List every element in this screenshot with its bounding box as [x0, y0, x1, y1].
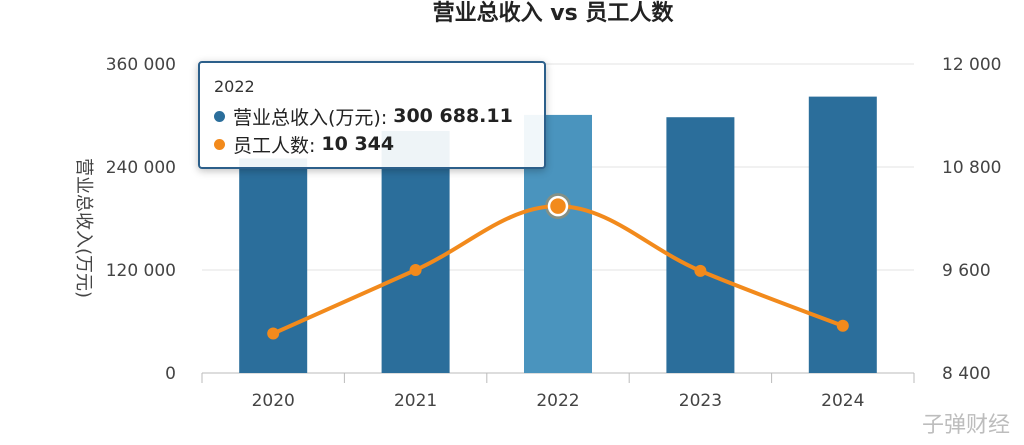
bar — [239, 158, 308, 373]
y-tick-left: 240 000 — [106, 158, 176, 178]
y-axis-label-left: 营业总收入(万元) — [73, 158, 94, 298]
x-tick-label: 2021 — [394, 391, 437, 411]
y-tick-right: 10 800 — [942, 158, 1001, 178]
line-point — [694, 264, 707, 277]
watermark: 子弹财经 — [921, 413, 1010, 438]
tooltip-value-revenue: 300 688.11 — [393, 105, 513, 127]
y-tick-right: 9 600 — [942, 261, 991, 281]
x-tick-label: 2023 — [679, 391, 722, 411]
tooltip: 2022 营业总收入(万元): 300 688.11 员工人数: 10 344 — [198, 61, 546, 169]
tooltip-value-employees: 10 344 — [321, 133, 395, 155]
bar — [381, 130, 450, 373]
y-tick-left: 360 000 — [106, 55, 176, 75]
tick-labels: 0 8 400 120 000 9 600 240 000 10 800 360 000 12… — [106, 55, 1002, 411]
bar — [666, 117, 735, 373]
x-tick-label: 2022 — [536, 391, 579, 411]
revenue-legend-dot — [214, 110, 225, 122]
x-tick-label: 2020 — [252, 391, 295, 411]
y-tick-right: 8 400 — [942, 364, 991, 384]
chart-title: 营业总收入 vs 员工人数 — [433, 0, 675, 26]
x-tick-label: 2024 — [821, 391, 864, 411]
tooltip-label-employees: 员工人数: — [233, 134, 316, 157]
line-point — [836, 319, 849, 332]
y-tick-right: 12 000 — [942, 55, 1001, 75]
tooltip-row-employees: 员工人数: 10 344 — [214, 130, 530, 158]
tooltip-row-revenue: 营业总收入(万元): 300 688.11 — [214, 102, 530, 130]
tooltip-label-revenue: 营业总收入(万元): — [233, 106, 388, 129]
line-point — [547, 195, 569, 217]
line-point — [267, 327, 280, 340]
employees-legend-dot — [214, 138, 225, 150]
tooltip-title: 2022 — [214, 77, 255, 96]
line-series — [267, 193, 849, 340]
line-point — [409, 264, 422, 276]
y-tick-left: 120 000 — [106, 261, 176, 281]
y-tick-left: 0 — [165, 364, 176, 384]
